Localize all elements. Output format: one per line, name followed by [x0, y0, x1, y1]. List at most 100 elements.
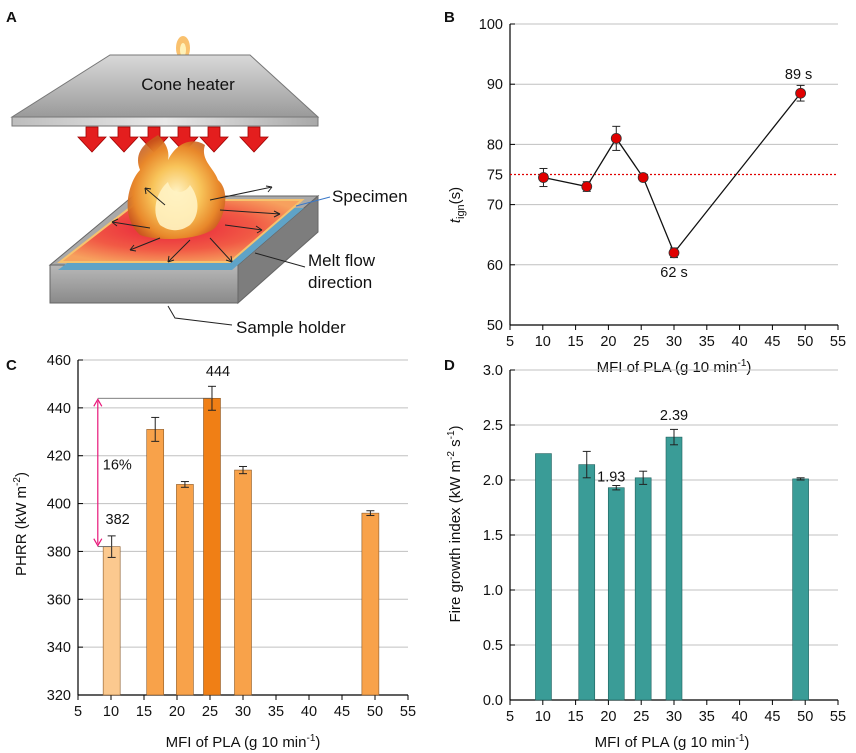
d-ytick-label: 0.5 [483, 638, 503, 654]
b-ytick-label: 100 [479, 17, 503, 33]
d-xtick-label: 50 [797, 709, 813, 725]
c-xtick-label: 40 [301, 704, 317, 720]
c-xtick-label: 5 [74, 704, 82, 720]
d-xtick-label: 30 [666, 709, 682, 725]
c-diff-label: 16% [103, 457, 132, 473]
d-xtick-label: 5 [506, 709, 514, 725]
leader-lines [167, 196, 331, 326]
b-xtick-label: 30 [666, 334, 682, 350]
c-xtick-label: 50 [367, 704, 383, 720]
c-xlabel: MFI of PLA (g 10 min-1) [166, 733, 321, 751]
d-bar [792, 478, 809, 701]
c-bar [234, 469, 252, 696]
d-xtick-label: 55 [830, 709, 846, 725]
b-data-point [637, 172, 649, 183]
d-ytick-label: 3.0 [483, 363, 503, 379]
b-xtick-label: 35 [699, 334, 715, 350]
top-flame-graphic [176, 36, 190, 60]
cone-heater-graphic [10, 54, 320, 127]
b-xtick-label: 25 [633, 334, 649, 350]
c-bar [146, 429, 165, 696]
b-series-line [543, 92, 802, 255]
d-ylabel: Fire growth index (kW m-2 s-1) [446, 425, 464, 622]
plot-c: 320 340 360 380 400 420 440 460 5 10 15 20 25 30 35 40 4… [47, 353, 416, 720]
d-xtick-label: 15 [568, 709, 584, 725]
c-ytick-label: 320 [47, 688, 71, 704]
c-ylabel: PHRR (kW m-2) [12, 472, 30, 576]
d-xlabel: MFI of PLA (g 10 min-1) [595, 733, 750, 751]
c-xtick-label: 25 [202, 704, 218, 720]
b-xlabel: MFI of PLA (g 10 min-1) [597, 358, 752, 376]
panel-c-letter: C [6, 357, 17, 374]
label-melt-flow-2: direction [308, 273, 372, 292]
label-cone-heater: Cone heater [141, 75, 235, 94]
c-diff-arrowhead-top [93, 398, 103, 407]
d-ytick-label: 1.0 [483, 583, 503, 599]
c-xtick-label: 15 [136, 704, 152, 720]
c-xtick-label: 35 [268, 704, 284, 720]
d-xtick-label: 25 [633, 709, 649, 725]
panel-a: A Cone heater [6, 9, 408, 337]
b-xtick-label: 15 [568, 334, 584, 350]
c-xtick-label: 10 [103, 704, 119, 720]
b-reference-label: 75 [487, 168, 503, 184]
c-bar [361, 512, 380, 696]
d-xtick-label: 20 [600, 709, 616, 725]
b-ytick-label: 60 [487, 258, 503, 274]
b-data-point [610, 132, 622, 144]
b-ytick-label: 50 [487, 318, 503, 334]
label-sample-holder: Sample holder [236, 318, 346, 337]
d-bar [634, 477, 652, 701]
d-bar [607, 487, 625, 701]
panel-c: C 320 340 360 380 400 420 440 460 5 10 15 20 25 30 35 4… [6, 353, 416, 751]
c-bar [102, 546, 121, 696]
sample-holder-graphic [48, 194, 320, 305]
d-bar [665, 436, 683, 701]
c-bar [176, 484, 194, 696]
melt-flow-arrows [111, 185, 281, 263]
c-xtick-label: 55 [400, 704, 416, 720]
b-ytick-label: 80 [487, 137, 503, 153]
b-xtick-label: 10 [535, 334, 551, 350]
b-xtick-label: 55 [830, 334, 846, 350]
d-ytick-label: 1.5 [483, 528, 503, 544]
b-ytick-label: 90 [487, 77, 503, 93]
panel-d-letter: D [444, 357, 455, 374]
d-bar [578, 464, 596, 701]
c-xtick-label: 20 [169, 704, 185, 720]
b-data-point [538, 172, 549, 183]
c-ytick-label: 340 [47, 640, 71, 656]
panel-b-letter: B [444, 9, 455, 26]
c-xtick-label: 45 [334, 704, 350, 720]
c-ytick-label: 460 [47, 353, 71, 369]
d-ytick-label: 2.0 [483, 473, 503, 489]
b-ylabel: tign(s) [447, 187, 467, 223]
c-ytick-label: 380 [47, 544, 71, 560]
d-data-label: 2.39 [660, 408, 688, 424]
b-xtick-label: 50 [797, 334, 813, 350]
d-ytick-label: 0.0 [483, 693, 503, 709]
d-bar [535, 453, 552, 701]
b-ytick-label: 70 [487, 198, 503, 214]
panel-b: B 50 60 70 80 90 100 5 10 15 20 25 30 35 40 45 50 55 75 89… [444, 9, 846, 376]
b-data-point [668, 247, 680, 259]
d-data-label: 1.93 [597, 470, 625, 486]
flame-graphic [127, 135, 226, 240]
c-data-label: 444 [206, 364, 230, 380]
c-ytick-label: 400 [47, 497, 71, 513]
plot-b: 50 60 70 80 90 100 5 10 15 20 25 30 35 40 45 50 55 75 89 s… [479, 17, 846, 350]
panel-a-letter: A [6, 9, 17, 26]
panel-d: D 0.0 0.5 1.0 1.5 2.0 2.5 3.0 5 10 15 20 25 30 35 40 45… [444, 357, 846, 751]
b-xtick-label: 5 [506, 334, 514, 350]
heat-arrows-graphic [77, 126, 269, 153]
d-xtick-label: 45 [764, 709, 780, 725]
label-specimen: Specimen [332, 187, 408, 206]
b-data-point [795, 87, 807, 99]
d-xtick-label: 10 [535, 709, 551, 725]
label-melt-flow-1: Melt flow [308, 251, 376, 270]
b-data-label: 89 s [785, 67, 812, 83]
c-ytick-label: 420 [47, 449, 71, 465]
c-xtick-label: 30 [235, 704, 251, 720]
b-xtick-label: 20 [600, 334, 616, 350]
c-ytick-label: 440 [47, 401, 71, 417]
